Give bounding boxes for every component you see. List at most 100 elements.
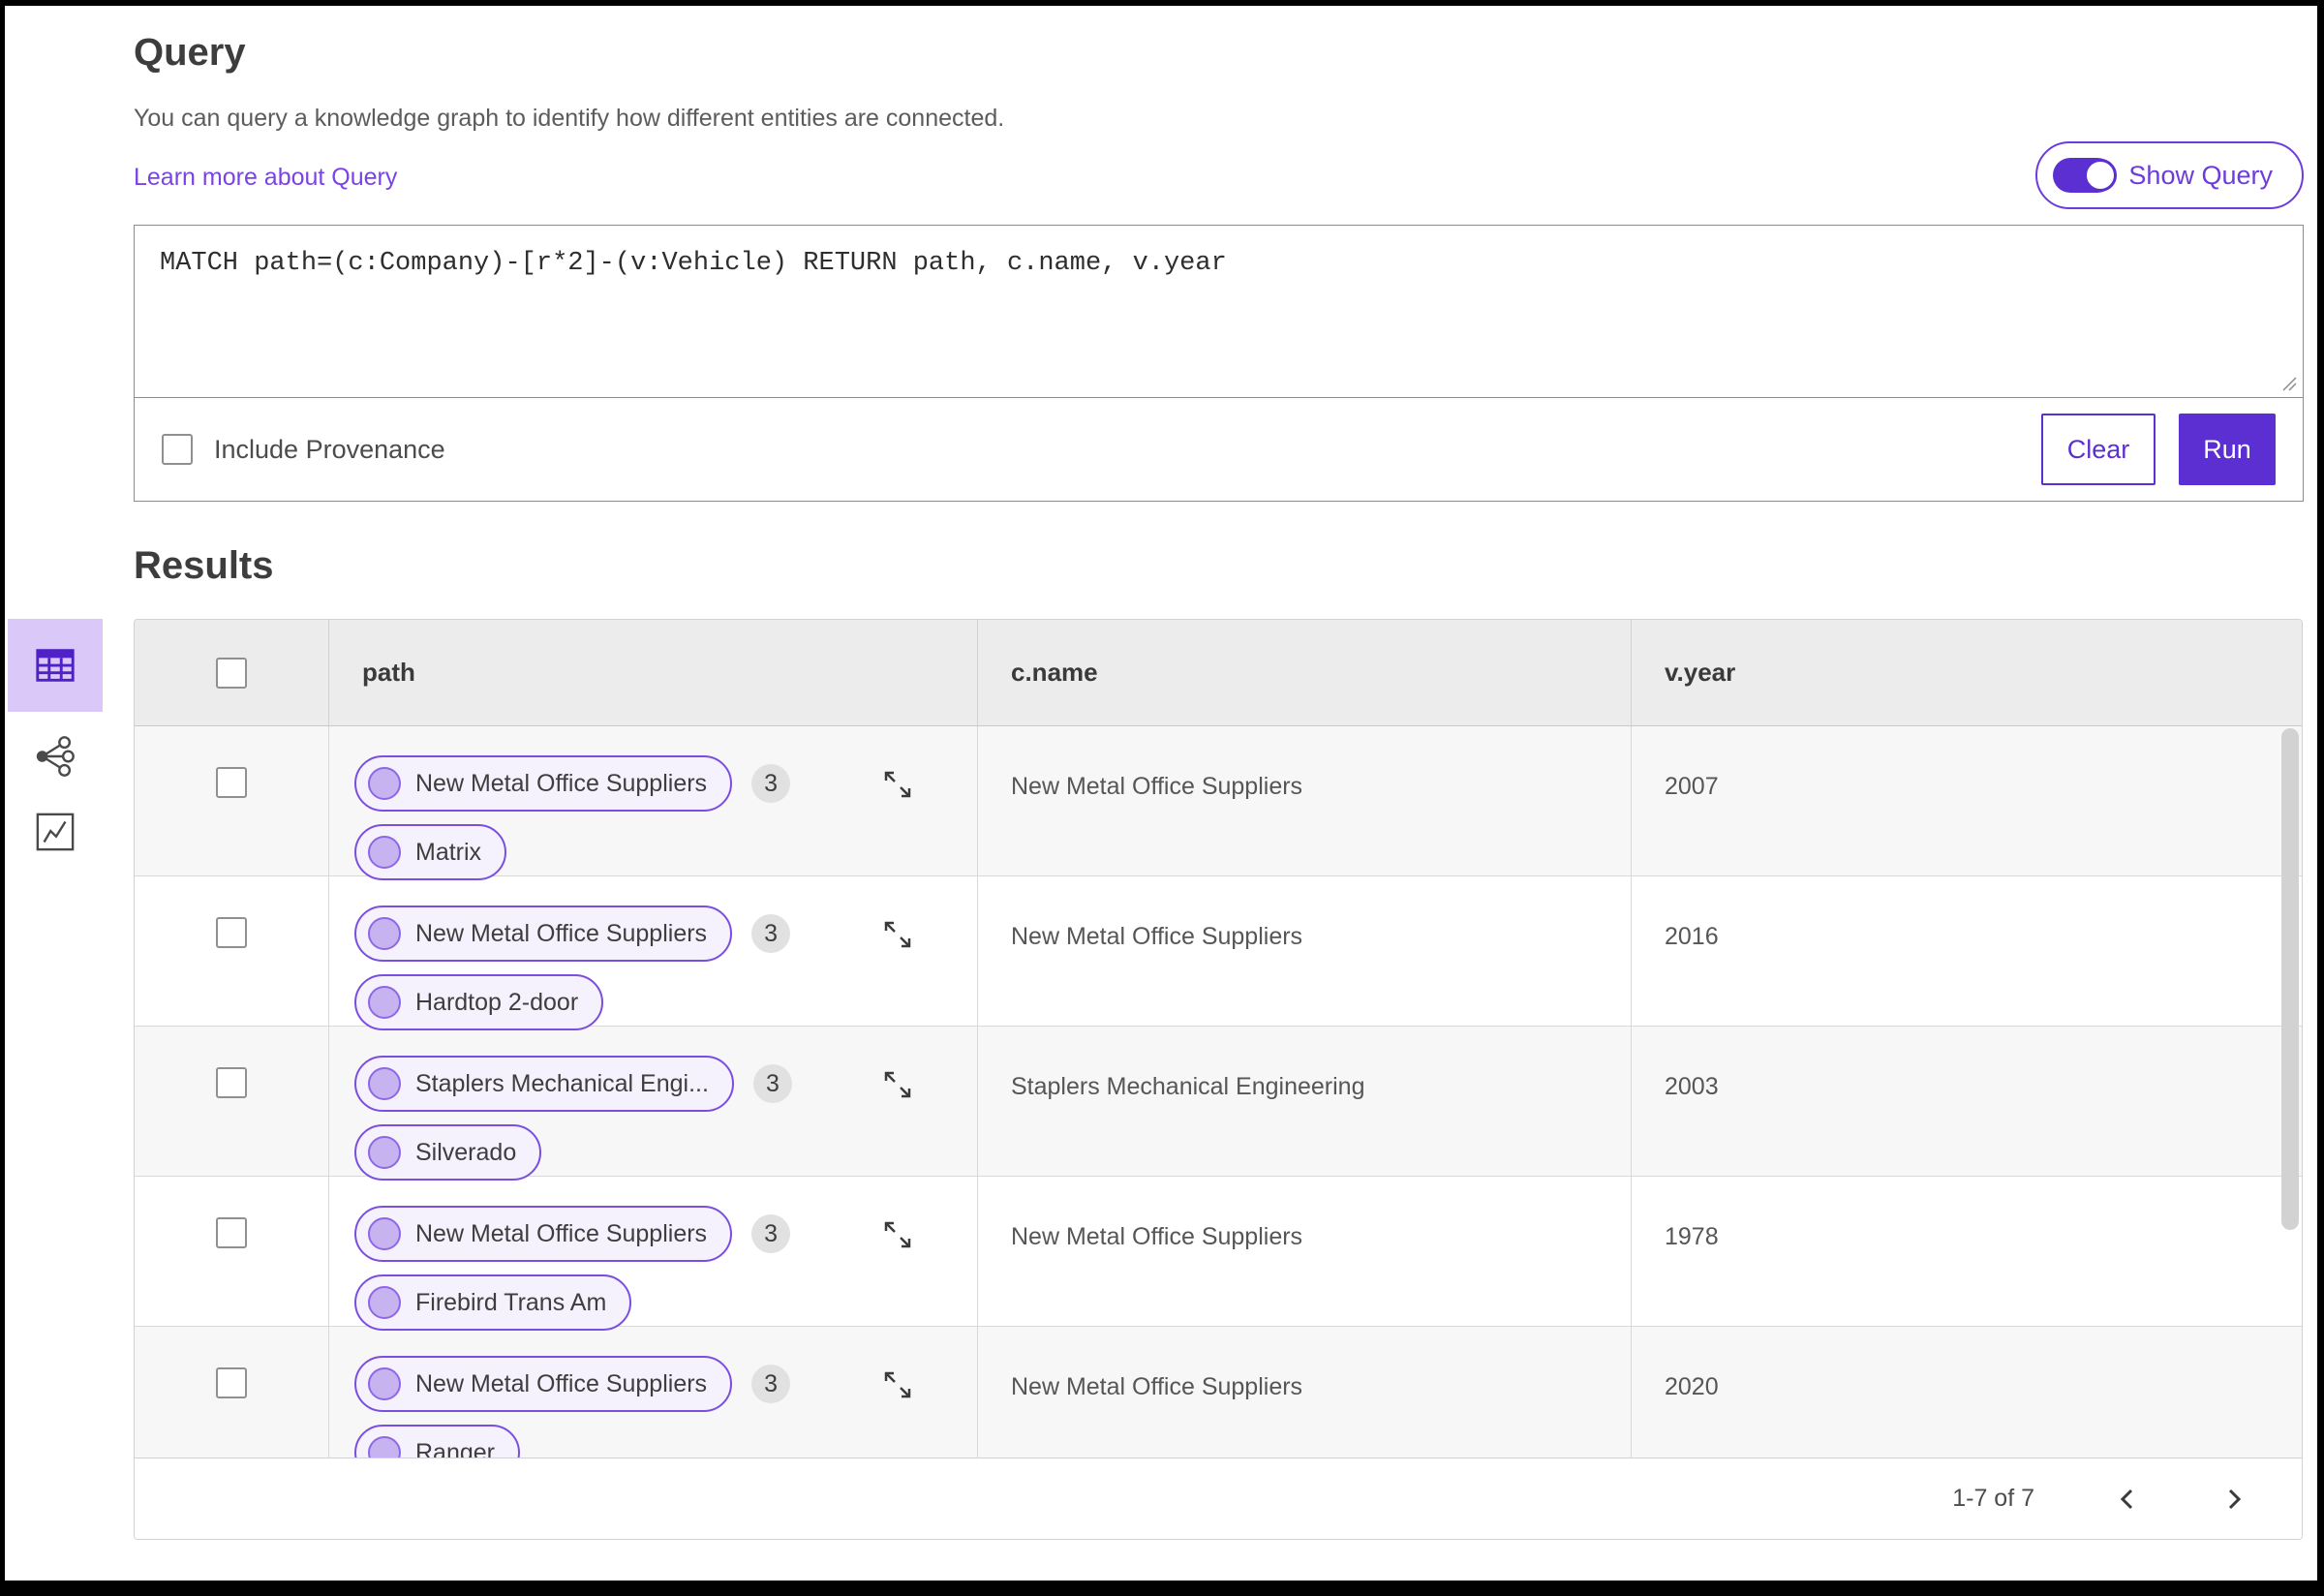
show-query-button[interactable]: Show Query	[2035, 141, 2304, 209]
path-end-entity-label: Silverado	[415, 1138, 517, 1166]
path-cell: New Metal Office Suppliers 3 Matrix	[328, 726, 977, 880]
path-start-entity-label: New Metal Office Suppliers	[415, 769, 708, 797]
vyear-cell: 2020	[1631, 1327, 2302, 1458]
table-body: New Metal Office Suppliers 3 Matrix Ne	[135, 726, 2302, 1458]
path-start-entity-label: New Metal Office Suppliers	[415, 919, 708, 947]
entity-node-icon	[368, 1367, 401, 1400]
path-start-entity-pill[interactable]: New Metal Office Suppliers	[354, 1356, 733, 1412]
column-header-path[interactable]: path	[328, 620, 977, 725]
cname-cell: Staplers Mechanical Engineering	[977, 1027, 1631, 1181]
table-row: Staplers Mechanical Engi... 3 Silverado	[135, 1027, 2302, 1181]
expand-icon	[884, 771, 911, 798]
run-button[interactable]: Run	[2179, 414, 2276, 485]
query-footer: Include Provenance Clear Run	[135, 398, 2303, 501]
path-end-entity-label: Matrix	[415, 838, 482, 866]
entity-node-icon	[368, 767, 401, 800]
table-row: New Metal Office Suppliers 3 Hardtop 2-d…	[135, 876, 2302, 1030]
include-provenance-checkbox[interactable]	[162, 434, 193, 465]
expand-path-button[interactable]	[880, 1367, 915, 1402]
expand-path-button[interactable]	[880, 1067, 915, 1102]
entity-node-icon	[368, 836, 401, 869]
entity-node-icon	[368, 1217, 401, 1250]
expand-path-button[interactable]	[880, 767, 915, 802]
path-start-entity-label: Staplers Mechanical Engi...	[415, 1069, 709, 1097]
path-start-entity-label: New Metal Office Suppliers	[415, 1369, 708, 1397]
results-section-title: Results	[134, 544, 274, 587]
previous-page-button[interactable]	[2114, 1486, 2141, 1513]
app-window: Query You can query a knowledge graph to…	[5, 6, 2317, 1581]
table-scrollbar	[2281, 728, 2299, 1456]
path-hop-count-badge: 3	[751, 1214, 791, 1253]
resize-grip-icon[interactable]	[2280, 375, 2298, 392]
row-checkbox[interactable]	[216, 1217, 247, 1248]
column-header-cname[interactable]: c.name	[977, 620, 1631, 725]
vyear-cell: 1978	[1631, 1177, 2302, 1331]
graph-view-icon	[36, 736, 75, 777]
view-switcher	[8, 619, 103, 863]
entity-node-icon	[368, 1067, 401, 1100]
entity-node-icon	[368, 1436, 401, 1458]
path-hop-count-badge: 3	[752, 1064, 792, 1103]
row-checkbox[interactable]	[216, 1067, 247, 1098]
cname-cell: New Metal Office Suppliers	[977, 876, 1631, 1030]
expand-path-button[interactable]	[880, 917, 915, 952]
path-start-entity-pill[interactable]: Staplers Mechanical Engi...	[354, 1056, 734, 1112]
path-start-entity-pill[interactable]: New Metal Office Suppliers	[354, 905, 733, 962]
vyear-cell: 2016	[1631, 876, 2302, 1030]
path-end-entity-pill[interactable]: Hardtop 2-door	[354, 974, 604, 1030]
cname-cell: New Metal Office Suppliers	[977, 726, 1631, 880]
column-header-vyear[interactable]: v.year	[1631, 620, 2302, 725]
learn-more-link[interactable]: Learn more about Query	[134, 164, 398, 191]
path-hop-count-badge: 3	[751, 764, 791, 803]
next-page-button[interactable]	[2220, 1486, 2248, 1513]
query-panel: MATCH path=(c:Company)-[r*2]-(v:Vehicle)…	[134, 225, 2304, 502]
path-cell: New Metal Office Suppliers 3 Firebird Tr…	[328, 1177, 977, 1331]
path-end-entity-pill[interactable]: Matrix	[354, 824, 507, 880]
select-all-checkbox[interactable]	[216, 657, 247, 689]
path-start-entity-pill[interactable]: New Metal Office Suppliers	[354, 1206, 733, 1262]
path-end-entity-pill[interactable]: Ranger	[354, 1425, 520, 1458]
row-checkbox[interactable]	[216, 917, 247, 948]
path-end-entity-pill[interactable]: Firebird Trans Am	[354, 1274, 632, 1331]
path-end-entity-label: Ranger	[415, 1438, 495, 1458]
query-input[interactable]: MATCH path=(c:Company)-[r*2]-(v:Vehicle)…	[135, 226, 2303, 398]
show-query-label: Show Query	[2128, 160, 2273, 190]
cname-cell: New Metal Office Suppliers	[977, 1177, 1631, 1331]
entity-node-icon	[368, 917, 401, 950]
table-header-row: path c.name v.year	[135, 620, 2302, 726]
vyear-cell: 2003	[1631, 1027, 2302, 1181]
entity-node-icon	[368, 1286, 401, 1319]
expand-icon	[884, 1221, 911, 1248]
path-hop-count-badge: 3	[751, 914, 791, 953]
path-start-entity-pill[interactable]: New Metal Office Suppliers	[354, 755, 733, 812]
path-end-entity-label: Firebird Trans Am	[415, 1288, 607, 1316]
results-table: path c.name v.year New Metal Office Supp…	[134, 619, 2303, 1540]
table-row: New Metal Office Suppliers 3 Matrix Ne	[135, 726, 2302, 880]
table-view-button[interactable]	[8, 619, 103, 712]
row-checkbox[interactable]	[216, 767, 247, 798]
vyear-cell: 2007	[1631, 726, 2302, 880]
query-section-title: Query	[134, 31, 246, 74]
row-checkbox[interactable]	[216, 1367, 247, 1398]
path-cell: New Metal Office Suppliers 3 Ranger	[328, 1327, 977, 1458]
graph-view-button[interactable]	[8, 725, 103, 787]
clear-button[interactable]: Clear	[2041, 414, 2156, 485]
include-provenance-label: Include Provenance	[214, 434, 445, 464]
path-end-entity-label: Hardtop 2-door	[415, 988, 579, 1016]
chevron-left-icon	[2120, 1489, 2133, 1509]
cname-cell: New Metal Office Suppliers	[977, 1327, 1631, 1458]
show-query-toggle[interactable]	[2053, 158, 2118, 193]
path-hop-count-badge: 3	[751, 1365, 791, 1403]
chart-view-icon	[36, 813, 75, 851]
query-description: You can query a knowledge graph to ident…	[134, 105, 1005, 132]
expand-icon	[884, 921, 911, 948]
entity-node-icon	[368, 986, 401, 1019]
expand-icon	[884, 1371, 911, 1398]
path-end-entity-pill[interactable]: Silverado	[354, 1124, 542, 1181]
scrollbar-thumb[interactable]	[2281, 728, 2299, 1230]
expand-path-button[interactable]	[880, 1217, 915, 1252]
table-footer: 1-7 of 7	[135, 1458, 2302, 1539]
chart-view-button[interactable]	[8, 801, 103, 863]
chevron-right-icon	[2228, 1489, 2242, 1509]
path-cell: Staplers Mechanical Engi... 3 Silverado	[328, 1027, 977, 1181]
